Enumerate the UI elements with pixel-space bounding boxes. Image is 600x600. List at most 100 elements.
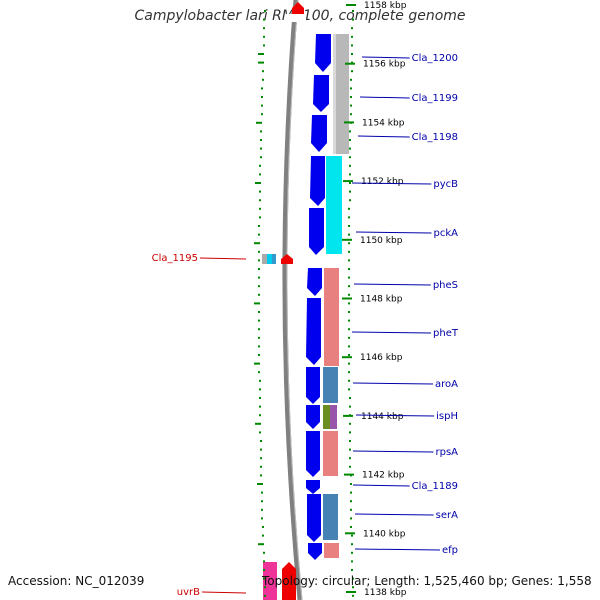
gc-dot (261, 87, 263, 90)
gc-dot (350, 500, 352, 503)
gc-dot (258, 345, 260, 348)
gc-dot (351, 35, 353, 38)
uvrb-red-gene (282, 562, 296, 600)
gene-label-leader (359, 96, 410, 99)
gc-dot (259, 431, 261, 434)
cds-phet (306, 298, 321, 365)
gc-dot (351, 44, 353, 47)
gc-dot (348, 216, 350, 219)
gc-dot (258, 354, 260, 356)
gc-dot (261, 96, 263, 98)
cla1195-gray (262, 254, 267, 264)
cds-cla1199 (313, 75, 329, 112)
cog-salmon-block-3 (324, 543, 339, 558)
accession-text: Accession: NC_012039 (8, 574, 145, 588)
gc-dot (349, 156, 351, 159)
gc-dot (349, 405, 351, 408)
gene-label-leader (351, 182, 432, 185)
gc-dot (258, 233, 260, 236)
gene-label: aroA (435, 379, 458, 390)
gene-label-leader (357, 135, 410, 138)
gc-dot (258, 311, 260, 313)
gc-dot (348, 311, 350, 313)
gene-label: pheT (433, 328, 459, 339)
cog-salmon-block-1 (324, 268, 339, 366)
kbp-label: 1154 kbp (362, 118, 405, 128)
gc-dot (260, 156, 262, 159)
gc-dot (259, 388, 261, 391)
cla1195-features (262, 254, 293, 264)
gc-dot (259, 190, 261, 193)
gc-dot (263, 27, 265, 30)
gc-dot (255, 182, 261, 184)
gc-dot-track-left (254, 10, 266, 597)
gc-dot (258, 285, 260, 288)
gene-label: Cla_1195 (152, 253, 198, 264)
gc-dot (258, 336, 260, 339)
gc-dot (260, 130, 262, 133)
gene-label: uvrB (177, 587, 200, 598)
gc-dot (349, 422, 351, 425)
gc-dot (263, 551, 265, 554)
kbp-label: 1140 kbp (363, 529, 406, 539)
right-gene-labels: Cla_1200 Cla_1199 Cla_1198 pycB pckA pheS pheT… (351, 53, 459, 556)
gc-dot (264, 594, 266, 597)
gc-dot (348, 293, 350, 296)
gc-dot (348, 345, 350, 348)
gene-label-leader (199, 257, 247, 260)
gc-dot (264, 586, 266, 589)
gc-dot (348, 336, 350, 339)
gc-dot (349, 190, 351, 193)
gc-dot (351, 53, 353, 55)
gene-label: Cla_1199 (412, 93, 458, 104)
cla1195-cyan (267, 254, 272, 264)
gc-dot (349, 431, 351, 434)
gene-label-leader (361, 56, 410, 59)
gene-label-leader (352, 484, 410, 487)
gc-dot (260, 457, 262, 460)
gc-dot (258, 328, 260, 331)
cog-salmon-block-2 (323, 431, 338, 476)
gc-dot (257, 483, 263, 485)
uvrb-pink (263, 562, 277, 600)
cog-gray-edge (333, 34, 336, 154)
gene-label: pheS (433, 280, 458, 291)
cog-steel-block-1 (323, 367, 338, 403)
gc-dot (348, 268, 350, 270)
cds-isph (306, 405, 320, 429)
cds-rpsa (306, 431, 320, 477)
gc-dot (349, 173, 351, 176)
cla1195-blue (272, 254, 276, 264)
gc-dot (349, 448, 351, 451)
kbp-label: 1146 kbp (360, 353, 403, 363)
gc-dot (258, 371, 260, 374)
gc-dot (262, 534, 264, 537)
gc-dot (259, 199, 261, 202)
gene-label-leader (354, 548, 440, 551)
gc-dot (350, 483, 352, 485)
gc-dot (261, 113, 263, 116)
gc-dot (263, 577, 265, 580)
gc-dot (350, 508, 352, 511)
gc-dot (352, 594, 354, 597)
cds-cla1189 (306, 480, 320, 494)
gc-dot (351, 70, 353, 73)
gc-dot (351, 27, 353, 30)
gc-dot (348, 259, 350, 262)
gc-dot (350, 113, 352, 116)
gc-dot (348, 225, 350, 227)
kbp-label: 1156 kbp (363, 60, 406, 70)
kbp-label: 1142 kbp (362, 471, 405, 481)
uvrb-features (263, 562, 296, 600)
gc-dot (349, 440, 351, 442)
backbone-ring (282, 0, 303, 600)
gene-label-leader (354, 513, 434, 516)
kbp-label: 1144 kbp (361, 412, 404, 422)
cds-efp (308, 543, 322, 560)
gc-dot (258, 276, 260, 279)
gc-dot (263, 44, 265, 47)
cog-steel-block-2 (323, 494, 338, 540)
gc-dot (350, 87, 352, 90)
gene-label: efp (442, 545, 458, 556)
gc-dot (349, 182, 351, 184)
